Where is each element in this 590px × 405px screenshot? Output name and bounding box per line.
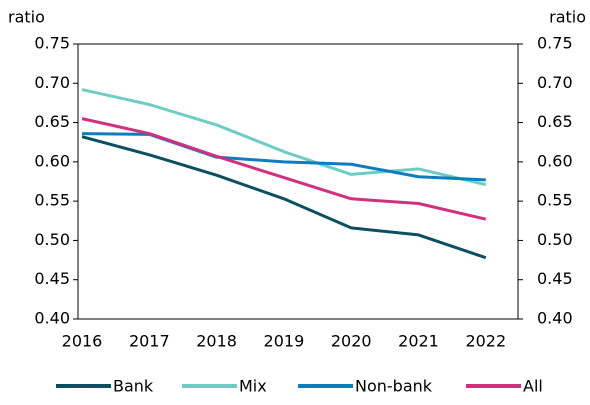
series-line xyxy=(81,88,487,187)
series-line xyxy=(81,132,486,182)
x-tick-label: 2016 xyxy=(62,332,103,351)
x-tick-label: 2022 xyxy=(465,332,506,351)
y-tick-label: 0.40 xyxy=(34,309,70,328)
y2-axis-label: ratio xyxy=(549,8,586,27)
legend-label: Bank xyxy=(113,377,154,396)
series-line xyxy=(81,117,487,221)
plot-frame xyxy=(77,43,519,320)
y2-tick-label: 0.70 xyxy=(537,73,573,92)
y-tick-label: 0.55 xyxy=(34,191,70,210)
y-tick-label: 0.75 xyxy=(34,34,70,53)
y2-tick-label: 0.65 xyxy=(537,112,573,131)
y-tick-label: 0.65 xyxy=(34,112,70,131)
y-tick-label: 0.70 xyxy=(34,73,70,92)
legend-label: All xyxy=(523,377,543,396)
x-tick-label: 2020 xyxy=(331,332,372,351)
y-axis-label: ratio xyxy=(8,8,45,27)
x-tick-label: 2021 xyxy=(398,332,439,351)
y-tick-label: 0.50 xyxy=(34,230,70,249)
y2-tick-label: 0.60 xyxy=(537,151,573,170)
x-tick-label: 2017 xyxy=(129,332,170,351)
y2-tick-label: 0.50 xyxy=(537,230,573,249)
y2-tick-label: 0.40 xyxy=(537,309,573,328)
legend-label: Mix xyxy=(239,377,267,396)
y2-tick-label: 0.55 xyxy=(537,191,573,210)
x-tick-label: 2019 xyxy=(264,332,305,351)
y-tick-label: 0.60 xyxy=(34,151,70,170)
legend-label: Non-bank xyxy=(355,377,433,396)
series-line xyxy=(81,135,487,260)
y2-tick-label: 0.45 xyxy=(537,269,573,288)
x-tick-label: 2018 xyxy=(196,332,237,351)
y2-tick-label: 0.75 xyxy=(537,34,573,53)
y-tick-label: 0.45 xyxy=(34,269,70,288)
